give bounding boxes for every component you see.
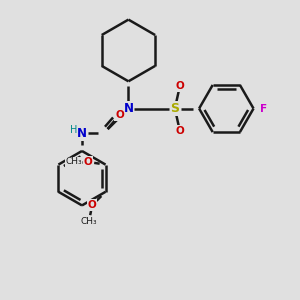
Text: N: N bbox=[77, 127, 87, 140]
Text: F: F bbox=[260, 103, 267, 113]
Text: O: O bbox=[84, 157, 93, 167]
Text: CH₃: CH₃ bbox=[81, 217, 97, 226]
Text: CH₃: CH₃ bbox=[65, 158, 82, 166]
Text: S: S bbox=[170, 102, 179, 115]
Text: H: H bbox=[70, 125, 77, 135]
Text: N: N bbox=[123, 102, 134, 115]
Text: O: O bbox=[88, 200, 97, 210]
Text: O: O bbox=[176, 126, 184, 136]
Text: O: O bbox=[115, 110, 124, 120]
Text: O: O bbox=[176, 81, 184, 91]
